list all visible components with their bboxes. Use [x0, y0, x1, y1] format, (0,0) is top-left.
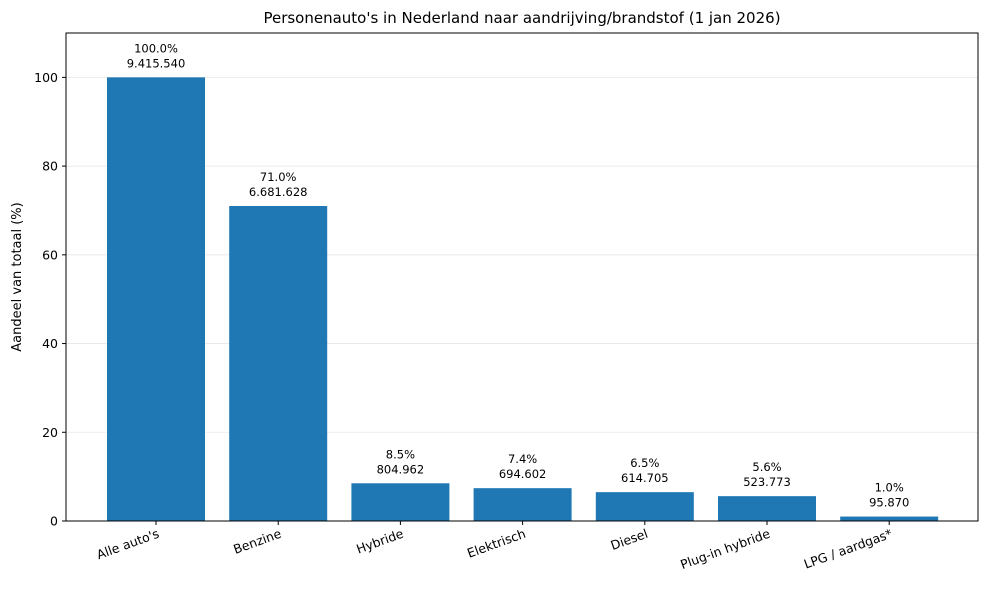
x-tick-label: LPG / aardgas* — [802, 526, 894, 572]
bar — [351, 483, 450, 521]
bar-percent-label: 1.0% — [875, 481, 904, 495]
plot-frame — [65, 32, 979, 522]
y-tick-label: 40 — [42, 336, 58, 351]
bar — [718, 496, 816, 521]
bar-count-label: 9.415.540 — [127, 56, 186, 70]
bar-percent-label: 8.5% — [386, 447, 415, 461]
y-axis-ticks: 0 20 40 60 80 100 — [34, 70, 66, 529]
y-tick-label: 100 — [34, 70, 58, 85]
bar-count-label: 95.870 — [869, 496, 909, 510]
bar-percent-label: 100.0% — [134, 41, 178, 55]
bar-count-label: 804.962 — [377, 462, 425, 476]
data-labels: 100.0%9.415.540 71.0%6.681.628 8.5%804.962… — [127, 41, 910, 509]
bar — [840, 516, 939, 521]
bar-count-label: 614.705 — [621, 471, 669, 485]
bar-count-label: 694.602 — [499, 467, 547, 481]
y-axis-title: Aandeel van totaal (%) — [10, 202, 25, 351]
y-tick-label: 0 — [50, 514, 58, 529]
bar-percent-label: 71.0% — [260, 170, 297, 184]
x-tick-label: Plug-in hybride — [678, 526, 772, 572]
bar-count-label: 6.681.628 — [249, 185, 308, 199]
x-tick-label: Hybride — [354, 526, 405, 557]
y-tick-label: 20 — [42, 425, 58, 440]
bar-percent-label: 7.4% — [508, 452, 537, 466]
chart-title: Personenauto's in Nederland naar aandrij… — [263, 9, 780, 27]
bar — [595, 492, 694, 521]
bar — [473, 488, 572, 521]
bar-count-label: 523.773 — [743, 475, 791, 489]
bar — [229, 206, 328, 521]
y-tick-label: 80 — [42, 159, 58, 174]
x-tick-label: Alle auto's — [95, 526, 161, 562]
bars — [107, 77, 939, 521]
bar-percent-label: 6.5% — [630, 456, 659, 470]
x-tick-label: Benzine — [231, 526, 283, 557]
x-tick-label: Elektrisch — [465, 526, 528, 561]
x-tick-label: Diesel — [609, 526, 650, 553]
x-axis-ticks: Alle auto's Benzine Hybride Elektrisch Diese… — [95, 521, 894, 572]
bar-percent-label: 5.6% — [752, 460, 781, 474]
bar — [107, 77, 205, 521]
y-tick-label: 60 — [42, 247, 58, 262]
